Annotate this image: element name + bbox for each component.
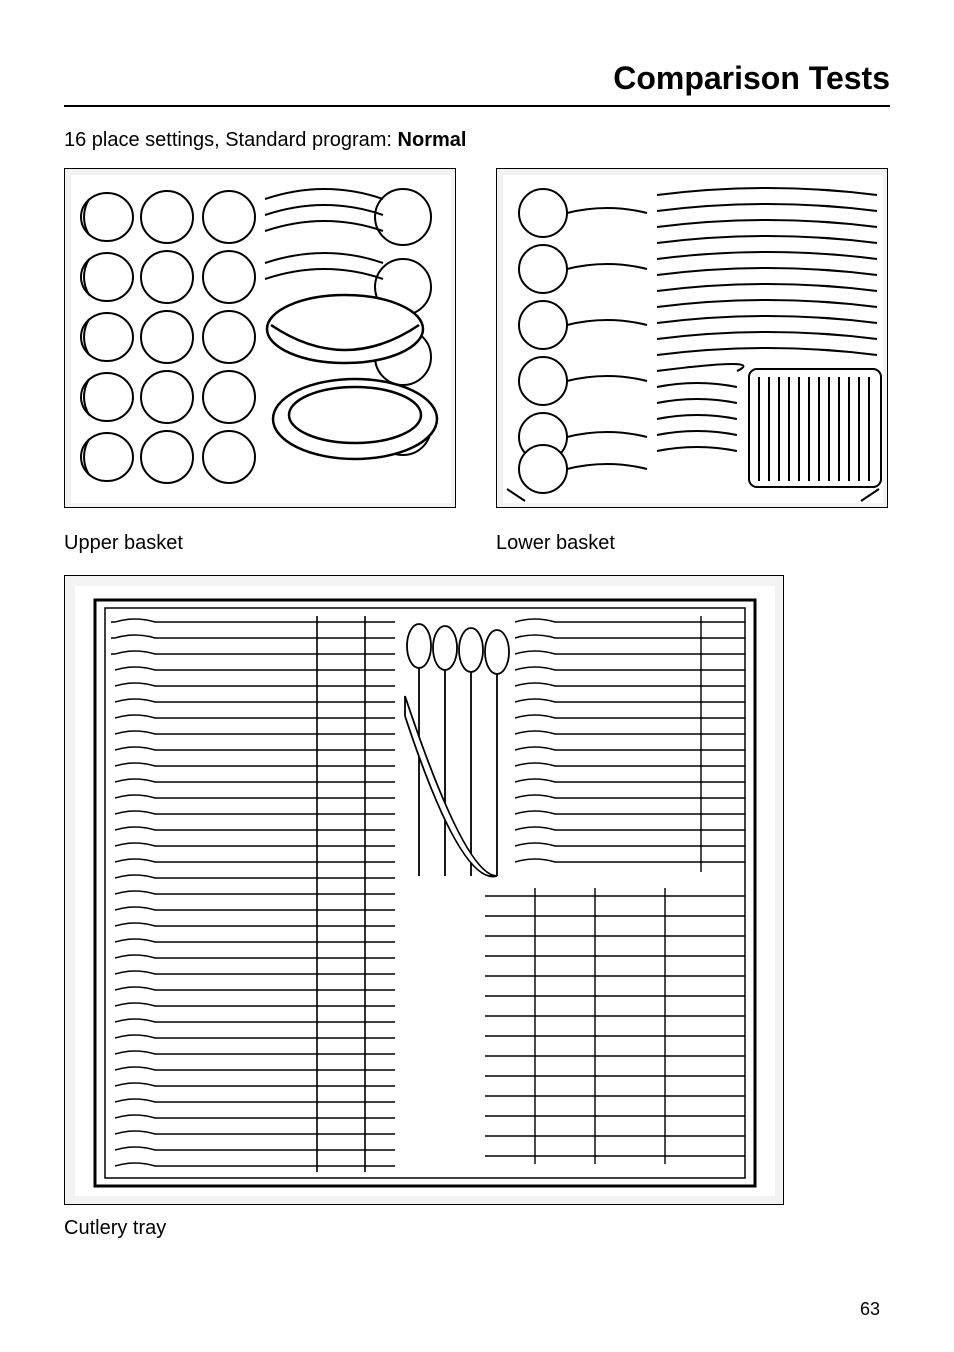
upper-basket-caption: Upper basket bbox=[64, 532, 496, 555]
subtitle: 16 place settings, Standard program: Nor… bbox=[64, 129, 890, 152]
subtitle-program: Normal bbox=[398, 129, 467, 151]
upper-basket-figure bbox=[64, 168, 456, 508]
subtitle-prefix: 16 place settings, Standard program: bbox=[64, 129, 398, 151]
lower-basket-figure bbox=[496, 168, 888, 508]
cutlery-tray-figure bbox=[64, 575, 784, 1205]
page-title: Comparison Tests bbox=[64, 60, 890, 107]
lower-basket-caption: Lower basket bbox=[496, 532, 615, 555]
cutlery-tray-caption: Cutlery tray bbox=[64, 1217, 890, 1240]
basket-captions: Upper basket Lower basket bbox=[64, 520, 890, 555]
basket-figures-row bbox=[64, 168, 890, 508]
page-number: 63 bbox=[860, 1299, 880, 1320]
